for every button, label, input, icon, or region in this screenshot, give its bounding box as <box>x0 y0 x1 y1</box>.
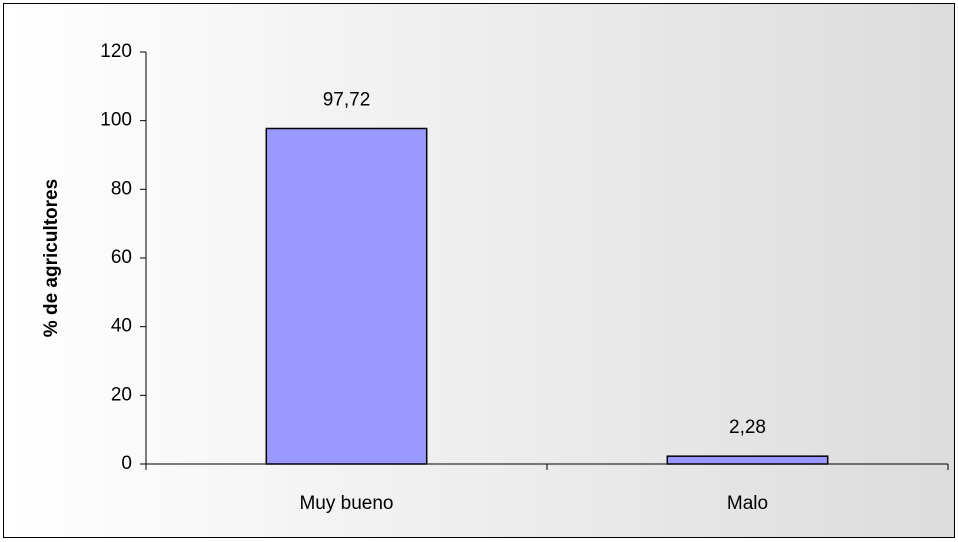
y-tick-label: 40 <box>111 316 132 337</box>
y-axis-label: % de agricultores <box>41 179 62 337</box>
bar <box>666 455 829 465</box>
y-tick-label: 0 <box>121 453 132 474</box>
bar <box>265 127 428 465</box>
chart-frame <box>3 3 955 538</box>
x-tick-label: Malo <box>727 493 768 514</box>
value-label: 97,72 <box>323 90 371 111</box>
y-tick-label: 80 <box>111 178 132 199</box>
x-tick-label: Muy bueno <box>299 493 393 514</box>
y-tick-label: 100 <box>100 110 132 131</box>
y-tick-label: 120 <box>100 41 132 62</box>
y-tick-label: 20 <box>111 384 132 405</box>
y-tick-label: 60 <box>111 247 132 268</box>
value-label: 2,28 <box>729 417 766 438</box>
